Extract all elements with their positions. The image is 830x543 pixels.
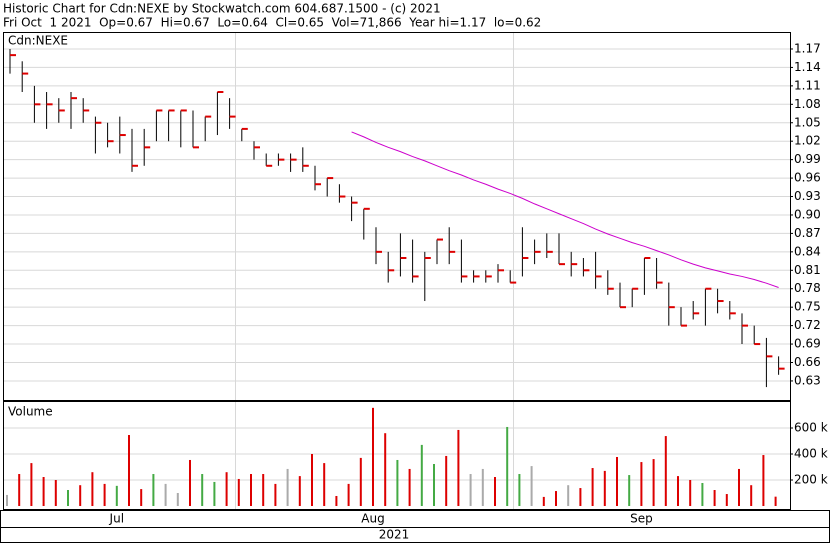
volume-bar	[201, 474, 204, 506]
volume-bar	[494, 477, 496, 506]
y-tick-label: 0.84	[794, 244, 821, 258]
price-panel	[3, 32, 791, 401]
volume-bar	[701, 482, 704, 506]
volume-bar	[262, 474, 265, 506]
volume-bar	[152, 474, 155, 506]
volume-bar	[738, 468, 740, 506]
volume-bar	[518, 474, 521, 506]
y-tick-label: 0.87	[794, 226, 821, 240]
volume-bar	[396, 459, 399, 506]
x-tick-label: Sep	[630, 512, 653, 526]
y-tick-label: 200 k	[794, 473, 828, 487]
volume-bar	[579, 488, 582, 506]
volume-bar	[774, 496, 777, 506]
x-tick-label: Jul	[109, 512, 124, 526]
chart-subtitle: Fri Oct 1 2021 Op=0.67 Hi=0.67 Lo=0.64 C…	[3, 16, 541, 30]
volume-bar	[530, 466, 533, 506]
volume-bar	[30, 463, 33, 506]
volume-panel	[3, 401, 791, 510]
y-tick-label: 0.69	[794, 337, 821, 351]
y-tick-label: 0.81	[794, 263, 821, 277]
volume-bar	[640, 462, 643, 506]
y-tick-label: 0.72	[794, 318, 821, 332]
volume-bar	[481, 468, 484, 506]
volume-bar	[420, 444, 423, 506]
volume-bar	[115, 485, 118, 506]
volume-bar	[762, 455, 765, 506]
volume-bar	[274, 483, 277, 506]
volume-bar	[250, 474, 252, 506]
chart-title: Historic Chart for Cdn:NEXE by Stockwatc…	[3, 2, 441, 16]
y-tick-label: 0.66	[794, 355, 821, 369]
y-tick-label: 0.96	[794, 171, 821, 185]
volume-bar	[555, 491, 557, 506]
volume-bar	[372, 407, 374, 506]
volume-bar	[79, 485, 82, 506]
volume-bar	[359, 457, 362, 506]
volume-bar	[567, 485, 570, 506]
y-tick-label: 1.14	[794, 60, 821, 74]
volume-bar	[713, 490, 716, 506]
y-tick-label: 0.75	[794, 300, 821, 314]
volume-bar	[652, 459, 655, 506]
volume-bar	[103, 483, 106, 506]
volume-bar	[323, 463, 326, 506]
volume-bar	[664, 436, 667, 506]
volume-bar	[750, 485, 753, 506]
volume-bar	[603, 470, 606, 506]
volume-bar	[42, 477, 45, 506]
y-tick-label: 0.78	[794, 281, 821, 295]
volume-bar	[91, 472, 94, 506]
symbol-label: Cdn:NEXE	[8, 34, 68, 48]
volume-bar	[189, 459, 191, 506]
volume-bar	[225, 472, 228, 506]
volume-bar	[469, 474, 472, 506]
volume-bar	[408, 468, 411, 506]
volume-bar	[140, 489, 143, 506]
volume-bar	[164, 483, 167, 506]
y-tick-label: 1.05	[794, 115, 821, 129]
volume-bar	[725, 494, 728, 506]
volume-bar	[628, 475, 631, 506]
volume-bar	[54, 480, 57, 506]
volume-bar	[286, 468, 289, 506]
moving-average	[351, 131, 779, 288]
volume-bar	[457, 429, 460, 506]
volume-bar	[591, 468, 594, 506]
volume-bar	[67, 490, 69, 506]
volume-label: Volume	[8, 405, 53, 419]
volume-bar	[616, 456, 618, 506]
y-tick-label: 1.17	[794, 41, 821, 55]
volume-bar	[542, 496, 545, 506]
volume-bar	[311, 454, 313, 506]
volume-bar	[689, 480, 692, 506]
y-tick-label: 1.08	[794, 97, 821, 111]
volume-bar	[6, 494, 8, 506]
volume-bar	[384, 433, 387, 506]
y-tick-label: 1.11	[794, 78, 821, 92]
volume-bar	[176, 493, 179, 506]
y-tick-label: 0.93	[794, 189, 821, 203]
y-tick-label: 1.02	[794, 134, 821, 148]
x-tick-label: Aug	[361, 512, 384, 526]
volume-bar	[335, 495, 338, 506]
y-tick-label: 600 k	[794, 421, 828, 435]
year-label: 2021	[379, 528, 410, 542]
volume-bar	[677, 476, 679, 506]
y-tick-label: 0.99	[794, 152, 821, 166]
volume-bar	[237, 478, 240, 506]
y-tick-label: 400 k	[794, 447, 828, 461]
volume-bar	[213, 481, 216, 506]
volume-bar	[298, 476, 301, 506]
volume-bar	[445, 455, 448, 506]
y-tick-label: 0.63	[794, 373, 821, 387]
volume-bar	[128, 435, 130, 506]
volume-bar	[18, 474, 21, 506]
volume-bar	[506, 426, 509, 506]
volume-bar	[433, 464, 435, 506]
volume-bar	[347, 483, 350, 506]
y-tick-label: 0.90	[794, 207, 821, 221]
